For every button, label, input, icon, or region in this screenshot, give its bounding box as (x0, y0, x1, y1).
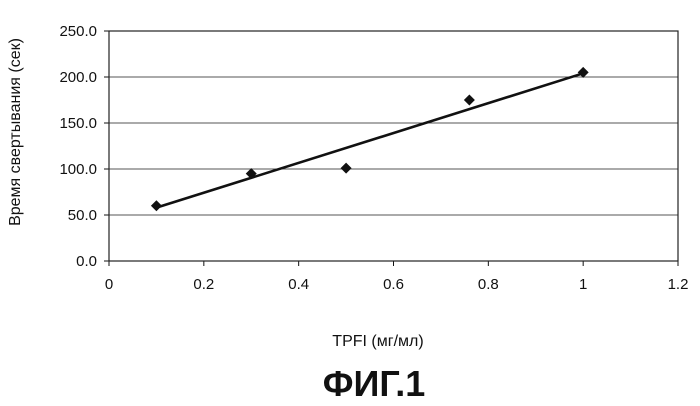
x-axis-label: TPFI (мг/мл) (332, 333, 423, 350)
y-tick-label: 250.0 (59, 23, 97, 40)
y-axis-label: Время свертывания (сек) (7, 38, 24, 226)
x-tick-label: 0.4 (288, 276, 309, 293)
data-point (151, 200, 162, 211)
trendline (156, 73, 583, 207)
plot-area-border (109, 31, 678, 261)
x-tick-label: 0.8 (478, 276, 499, 293)
y-tick-labels: 0.0 50.0 100.0 150.0 200.0 250.0 (59, 23, 97, 270)
y-tick-label: 100.0 (59, 161, 97, 178)
data-point (578, 67, 589, 78)
x-tick-label: 1 (579, 276, 587, 293)
data-point (464, 95, 475, 106)
y-tick-label: 200.0 (59, 69, 97, 86)
y-tick-label: 0.0 (76, 253, 97, 270)
x-tick-label: 0.2 (193, 276, 214, 293)
grid-lines (109, 31, 678, 215)
x-tick-label: 1.2 (668, 276, 689, 293)
figure-caption: ФИГ.1 (323, 363, 426, 404)
x-tick-label: 0 (105, 276, 113, 293)
y-tick-label: 50.0 (68, 207, 97, 224)
axes (104, 31, 678, 266)
x-tick-labels: 0 0.2 0.4 0.6 0.8 1 1.2 (105, 276, 689, 293)
y-tick-label: 150.0 (59, 115, 97, 132)
x-tick-label: 0.6 (383, 276, 404, 293)
data-point (341, 163, 352, 174)
trendline-group (156, 73, 583, 207)
